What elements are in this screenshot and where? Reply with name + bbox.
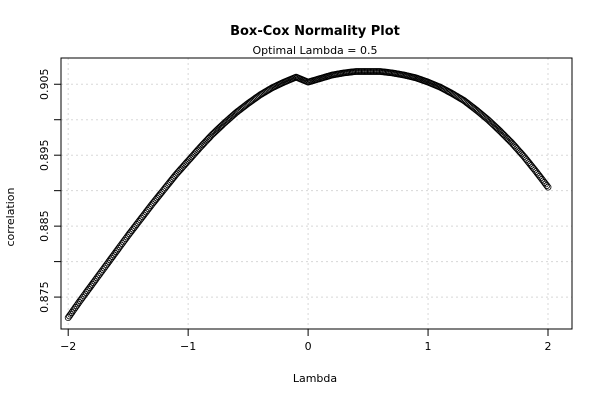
data-point [484, 116, 492, 124]
data-point [197, 142, 205, 150]
data-point [487, 118, 494, 126]
axes: −2 −1 0 1 2 0.875 0.885 0.895 0.905 [38, 68, 552, 353]
x-tick-label: 0 [305, 340, 312, 353]
data-point [199, 141, 206, 149]
data-point [494, 125, 502, 133]
data-point [214, 125, 222, 133]
y-axis-label: correlation [4, 187, 17, 246]
data-point [207, 132, 215, 140]
data-point [485, 117, 493, 125]
data-point [497, 128, 505, 136]
y-tick-label: 0.905 [38, 68, 51, 100]
data-point [67, 310, 74, 318]
data-point [74, 300, 82, 308]
y-tick-label: 0.875 [38, 281, 51, 313]
data-point [543, 182, 551, 189]
x-tick-label: −1 [180, 340, 196, 353]
data-point [73, 302, 80, 310]
data-point [65, 312, 73, 320]
data-point [489, 120, 497, 128]
data-point [64, 314, 72, 322]
x-tick-label: 2 [545, 340, 552, 353]
data-point [507, 138, 515, 146]
data-point [499, 130, 506, 137]
data-point [208, 131, 216, 139]
data-point [495, 126, 503, 134]
data-point [209, 130, 217, 137]
chart-title: Box-Cox Normality Plot [230, 24, 400, 39]
data-point [488, 119, 496, 127]
data-point [213, 126, 221, 134]
data-point [501, 132, 509, 140]
data-point [70, 305, 78, 313]
data-point [496, 127, 504, 135]
grid-lines [61, 58, 572, 329]
data-point [493, 124, 500, 132]
data-point [196, 143, 204, 151]
data-point [203, 136, 211, 144]
y-tick-label: 0.885 [38, 210, 51, 242]
x-tick-label: 1 [425, 340, 432, 353]
data-point [212, 127, 220, 135]
data-point [506, 137, 514, 145]
data-point [215, 124, 223, 132]
data-point [211, 128, 218, 136]
data-point [503, 134, 511, 142]
data-point [68, 309, 76, 316]
data-point [206, 133, 214, 141]
data-point [205, 135, 212, 142]
data-point [490, 121, 498, 129]
data-point [491, 123, 499, 130]
data-point [69, 307, 77, 315]
chart-subtitle: Optimal Lambda = 0.5 [252, 44, 377, 57]
x-tick-label: −2 [60, 340, 76, 353]
data-points [64, 68, 552, 322]
data-point [502, 133, 510, 141]
data-point [217, 123, 224, 131]
data-point [71, 304, 79, 311]
data-point [500, 131, 508, 139]
y-tick-label: 0.895 [38, 139, 51, 171]
plot-frame [60, 57, 573, 330]
data-point [200, 140, 208, 147]
data-point [202, 137, 210, 145]
x-axis-label: Lambda [293, 372, 337, 385]
data-point [505, 136, 512, 143]
data-point [544, 183, 552, 191]
data-point [201, 138, 209, 146]
